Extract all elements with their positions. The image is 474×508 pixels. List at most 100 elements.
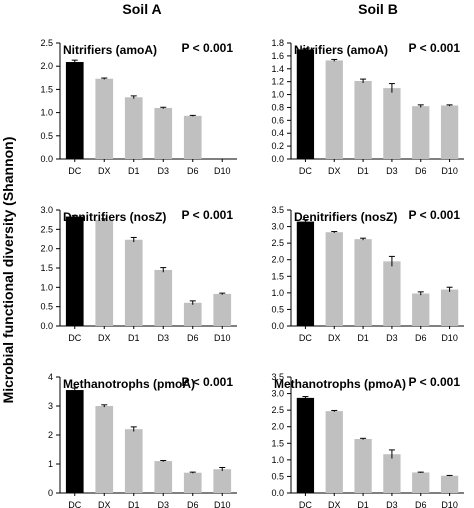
y-tick-label: 2.0	[271, 422, 284, 432]
y-tick-label: 2.0	[40, 244, 53, 254]
y-tick-label: 0.5	[271, 471, 284, 481]
x-tick-label: DC	[68, 500, 81, 508]
bar-d6	[183, 115, 202, 159]
y-tick-label: 1.5	[271, 438, 284, 448]
bar-d6	[183, 302, 202, 326]
y-tick-label: 1.0	[271, 288, 284, 298]
y-tick-label: 1.2	[271, 77, 284, 87]
panel-title: Methanotrophs (pmoA)	[274, 377, 406, 391]
x-tick-label: DC	[68, 333, 81, 343]
y-tick-label: 3.0	[40, 205, 53, 215]
x-tick-label: DC	[299, 500, 312, 508]
y-axis-label: Microbial functional diversity (Shannon)	[0, 137, 16, 404]
x-tick-label: D3	[386, 500, 398, 508]
bar-d6	[412, 472, 430, 493]
x-tick-label: D1	[128, 333, 140, 343]
y-tick-label: 0	[48, 488, 53, 498]
x-tick-label: D3	[157, 500, 169, 508]
bar-d6	[412, 106, 430, 159]
y-tick-label: 0.0	[40, 321, 53, 331]
x-tick-label: D6	[187, 333, 199, 343]
x-tick-label: DX	[328, 500, 341, 508]
y-tick-label: 1.4	[271, 64, 284, 74]
y-tick-label: 3.5	[271, 205, 284, 215]
y-tick-label: 3.5	[271, 372, 284, 382]
bar-d3	[383, 261, 401, 326]
y-tick-label: 1.5	[40, 84, 53, 94]
x-tick-label: D10	[214, 166, 231, 176]
y-tick-label: 0.0	[271, 488, 284, 498]
y-tick-label: 0.6	[271, 115, 284, 125]
y-tick-label: 2.0	[40, 61, 53, 71]
x-tick-label: D1	[357, 500, 369, 508]
bar-dx	[95, 220, 114, 326]
panel-1: 0.0 0.5 1.0 1.5 2.0 2.5 DC DX D1 D3 D6 D10 Nitrifier…	[40, 38, 237, 176]
panel-3: 0.0 0.5 1.0 1.5 2.0 2.5 3.0 DC DX D1 D3 D6 D10 Denitr…	[40, 205, 237, 343]
p-value-annotation: P < 0.001	[182, 41, 234, 55]
y-tick-label: 1.8	[271, 38, 284, 48]
column-title-soil-a: Soil A	[122, 1, 161, 17]
bar-d10	[440, 289, 459, 326]
bar-d10	[440, 475, 459, 493]
bar-dx	[325, 232, 343, 326]
p-value-annotation: P < 0.001	[409, 41, 461, 55]
bar-dc	[65, 216, 84, 326]
x-tick-label: D1	[357, 166, 369, 176]
x-tick-label: D3	[386, 166, 398, 176]
y-tick-label: 1.0	[40, 282, 53, 292]
bar-d3	[154, 461, 173, 493]
x-tick-label: D3	[157, 166, 169, 176]
panels: 0.00.51.01.52.02.5DC DX D1 D3 D6 D10Nitrifier…	[40, 38, 464, 508]
y-tick-label: 2.0	[271, 255, 284, 265]
x-tick-label: D10	[214, 333, 231, 343]
p-value-annotation: P < 0.001	[182, 375, 234, 389]
bar-dc	[296, 49, 315, 159]
x-tick-label: D1	[128, 500, 140, 508]
y-tick-label: 2.5	[271, 238, 284, 248]
bar-dc	[296, 221, 315, 326]
y-tick-label: 0.4	[271, 128, 284, 138]
y-tick-label: 1.5	[40, 263, 53, 273]
y-tick-label: 3	[48, 401, 53, 411]
x-tick-label: D10	[214, 500, 231, 508]
bar-dx	[95, 406, 114, 493]
p-value-annotation: P < 0.001	[409, 208, 461, 222]
bar-dx	[325, 60, 343, 159]
x-tick-label: D1	[357, 333, 369, 343]
bar-d6	[412, 293, 430, 326]
x-tick-label: DC	[68, 166, 81, 176]
bar-d3	[154, 269, 173, 326]
y-tick-label: 0.5	[40, 302, 53, 312]
bar-d1	[354, 438, 372, 493]
x-tick-label: D6	[415, 500, 427, 508]
y-tick-label: 0.0	[271, 154, 284, 164]
y-tick-label: 4	[48, 372, 53, 382]
y-tick-label: 0.5	[271, 304, 284, 314]
panel-6: 0.0 0.5 1.0 1.5 2.0 2.5 3.0 3.5 DC DX D1 D3 D6 D10 Met…	[271, 372, 464, 508]
x-tick-label: DX	[98, 333, 111, 343]
y-tick-label: 2.5	[40, 38, 53, 48]
y-tick-label: 1.0	[271, 455, 284, 465]
bar-d3	[154, 107, 173, 159]
x-tick-label: D6	[187, 500, 199, 508]
x-tick-label: D3	[386, 333, 398, 343]
y-tick-label: 2.5	[40, 224, 53, 234]
y-tick-label: 0.2	[271, 141, 284, 151]
panel-4: 0.0 0.5 1.0 1.5 2.0 2.5 3.0 3.5 DC DX D1 D3 D6 D10 Den…	[271, 205, 464, 343]
bar-d10	[213, 469, 232, 493]
x-tick-label: D6	[415, 166, 427, 176]
y-tick-label: 2.5	[271, 405, 284, 415]
y-tick-label: 1.6	[271, 51, 284, 61]
bar-d1	[354, 81, 372, 159]
x-tick-label: D6	[415, 333, 427, 343]
bar-d1	[354, 239, 372, 326]
bar-d3	[383, 454, 401, 493]
y-tick-label: 1.0	[271, 90, 284, 100]
panel-title: Denitrifiers (nosZ)	[294, 210, 397, 224]
x-tick-label: D10	[441, 166, 458, 176]
x-tick-label: DX	[98, 500, 111, 508]
p-value-annotation: P < 0.001	[182, 208, 234, 222]
bar-d10	[213, 293, 232, 326]
panel-title: Nitrifiers (amoA)	[63, 43, 157, 57]
